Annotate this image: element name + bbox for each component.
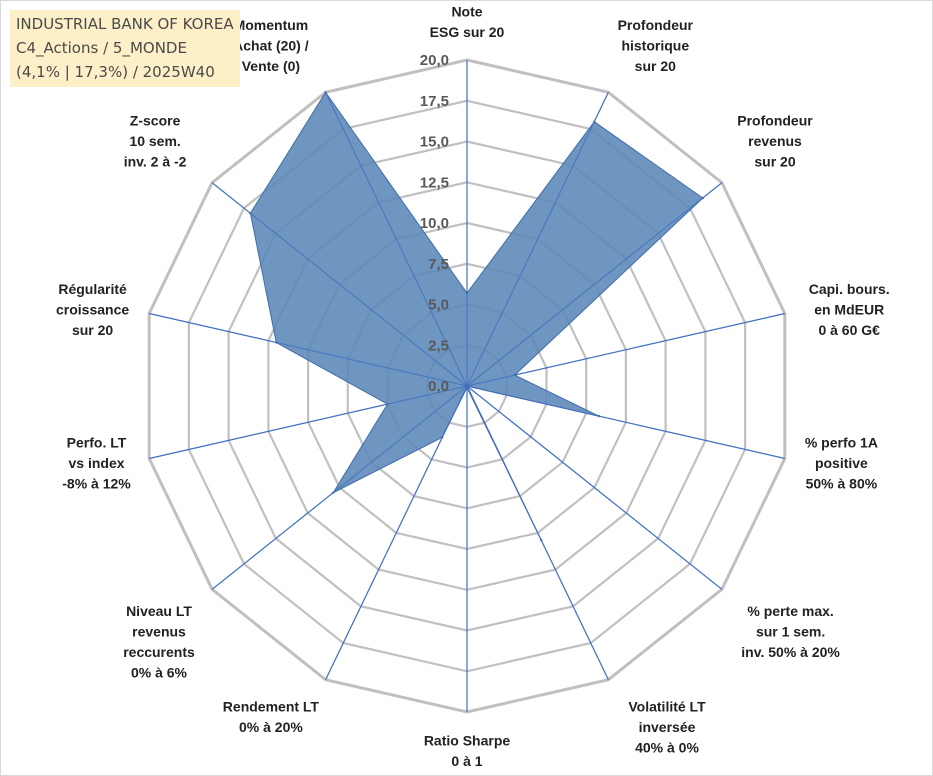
data-point-1 — [593, 120, 596, 123]
axis-label-1-line-1: historique — [621, 38, 689, 54]
axis-label-9-line-0: Niveau LT — [126, 603, 192, 619]
axis-label-5: % perte max. sur 1 sem. inv. 50% à 20% — [741, 603, 840, 660]
spoke-overlay-13 — [325, 92, 468, 387]
axis-label-2-line-2: sur 20 — [754, 154, 795, 170]
tick-label-7: 17,5 — [420, 93, 449, 110]
portfolio-category: C4_Actions / 5_MONDE — [16, 39, 187, 57]
axis-label-7-line-1: 0 à 1 — [451, 753, 482, 769]
axis-label-7: Ratio Sharpe 0 à 1 — [424, 733, 511, 770]
spoke-overlay-8 — [325, 385, 468, 680]
data-point-9 — [332, 491, 335, 494]
axis-label-11-line-1: croissance — [56, 302, 129, 318]
axis-label-10-line-1: vs index — [68, 455, 124, 471]
axis-label-12: Z-score 10 sem. inv. 2 à -2 — [124, 113, 187, 170]
spoke-overlay-11 — [149, 313, 468, 387]
axis-label-2: Profondeur revenus sur 20 — [737, 113, 813, 170]
tick-label-3: 7,5 — [428, 256, 449, 273]
spoke-overlay-6 — [466, 385, 609, 680]
data-point-2 — [701, 196, 704, 200]
axis-label-13: Momentum Achat (20) / Vente (0) — [233, 17, 309, 74]
axis-label-5-line-0: % perte max. — [747, 603, 833, 619]
tick-label-6: 15,0 — [420, 134, 449, 151]
tick-label-8: 20,0 — [420, 52, 449, 69]
company-name: INDUSTRIAL BANK OF KOREA — [16, 15, 234, 33]
axis-label-6: Volatilité LT inversée 40% à 0% — [628, 698, 706, 755]
axis-label-3: Capi. bours. en MdEUR 0 à 60 G€ — [809, 281, 890, 338]
axis-label-9: Niveau LT revenus reccurents 0% à 6% — [123, 603, 195, 681]
axis-label-0: Note ESG sur 20 — [430, 4, 505, 41]
series-area-0 — [249, 91, 704, 541]
axis-label-9-line-2: reccurents — [123, 644, 195, 660]
axis-label-7-line-0: Ratio Sharpe — [424, 733, 511, 749]
performance-week: (4,1% | 17,3%) / 2025W40 — [16, 63, 215, 81]
radar-series — [149, 60, 785, 712]
axis-label-4-line-1: positive — [815, 455, 868, 471]
spoke-overlay-12 — [211, 182, 468, 387]
axis-label-11-line-2: sur 20 — [72, 322, 113, 338]
tick-label-2: 5,0 — [428, 297, 449, 314]
axis-label-10-line-2: -8% à 12% — [62, 475, 131, 491]
axis-label-9-line-1: revenus — [132, 624, 186, 640]
spoke-overlay-4 — [466, 385, 785, 459]
axis-label-10-line-0: Perfo. LT — [67, 434, 127, 450]
data-point-11 — [275, 341, 278, 344]
tick-label-0: 0,0 — [428, 378, 449, 395]
axis-label-6-line-1: inversée — [639, 719, 696, 735]
axis-labels: Note ESG sur 20 Profondeur historique sur 20… — [56, 4, 890, 770]
axis-label-1: Profondeur historique sur 20 — [618, 17, 694, 74]
spoke-overlay-3 — [466, 313, 785, 387]
axis-label-0-line-0: Note — [451, 4, 482, 20]
tick-label-1: 2,5 — [428, 337, 449, 354]
data-point-7 — [465, 386, 469, 389]
axis-label-9-line-3: 0% à 6% — [131, 665, 188, 681]
axis-label-6-line-0: Volatilité LT — [628, 698, 706, 714]
axis-label-0-line-1: ESG sur 20 — [430, 24, 505, 40]
axis-label-3-line-1: en MdEUR — [814, 302, 884, 318]
axis-label-2-line-0: Profondeur — [737, 113, 813, 129]
tick-label-5: 12,5 — [420, 174, 449, 191]
axis-label-13-line-2: Vente (0) — [242, 58, 300, 74]
spoke-overlay-1 — [466, 92, 609, 387]
axis-label-2-line-1: revenus — [748, 133, 802, 149]
axis-label-13-line-0: Momentum — [234, 17, 309, 33]
axis-label-5-line-2: inv. 50% à 20% — [741, 644, 840, 660]
spoke-overlay-10 — [149, 385, 468, 459]
tick-label-4: 10,0 — [420, 215, 449, 232]
axis-label-4-line-0: % perfo 1A — [805, 434, 878, 450]
axis-label-1-line-2: sur 20 — [635, 58, 676, 74]
axis-label-13-line-1: Achat (20) / — [233, 38, 309, 54]
title-box: INDUSTRIAL BANK OF KOREA C4_Actions / 5_… — [10, 10, 240, 87]
data-point-13 — [324, 91, 327, 94]
axis-label-5-line-1: sur 1 sem. — [756, 624, 825, 640]
axis-label-8: Rendement LT 0% à 20% — [223, 698, 320, 735]
spoke-overlay-2 — [466, 182, 723, 387]
axis-label-8-line-0: Rendement LT — [223, 698, 320, 714]
axis-label-8-line-1: 0% à 20% — [239, 719, 303, 735]
axis-label-6-line-2: 40% à 0% — [635, 739, 699, 755]
data-point-3 — [513, 373, 516, 377]
axis-label-11-line-0: Régularité — [58, 281, 127, 297]
axis-label-10: Perfo. LT vs index -8% à 12% — [62, 434, 131, 491]
data-point-6 — [540, 539, 543, 542]
data-point-4 — [597, 414, 601, 418]
data-point-8 — [441, 436, 444, 439]
axis-label-12-line-1: 10 sem. — [129, 133, 180, 149]
axis-label-4-line-2: 50% à 80% — [806, 475, 878, 491]
radial-tick-labels: 0,0 2,5 5,0 7,5 10,0 12,5 15,0 17,5 20,0 — [420, 52, 449, 395]
axis-label-12-line-2: inv. 2 à -2 — [124, 154, 187, 170]
axis-label-4: % perfo 1A positive 50% à 80% — [805, 434, 878, 491]
data-point-10 — [386, 402, 389, 406]
spoke-overlay-5 — [466, 385, 723, 590]
axis-label-1-line-0: Profondeur — [618, 17, 694, 33]
data-point-12 — [249, 212, 252, 215]
axis-label-3-line-2: 0 à 60 G€ — [818, 322, 880, 338]
axis-label-3-line-0: Capi. bours. — [809, 281, 890, 297]
data-point-0 — [465, 291, 469, 295]
axis-label-11: Régularité croissance sur 20 — [56, 281, 129, 338]
axis-label-12-line-0: Z-score — [130, 113, 181, 129]
spoke-overlay-9 — [211, 385, 468, 590]
